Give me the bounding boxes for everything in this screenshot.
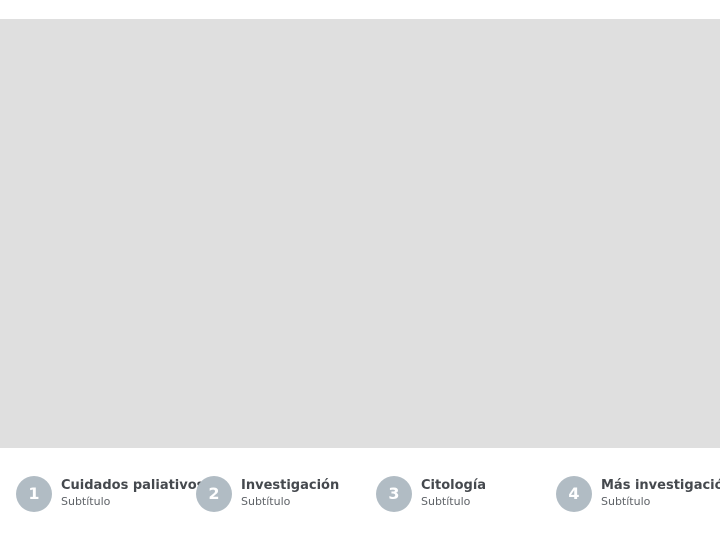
step-text: Cuidados paliativos Subtítulo xyxy=(61,478,204,509)
step-title: Cuidados paliativos xyxy=(61,478,205,493)
step-navigation: 1 Cuidados paliativos Subtítulo 2 Invest… xyxy=(0,448,720,540)
step-title: Más investigación xyxy=(601,478,720,493)
step-1[interactable]: 1 Cuidados paliativos Subtítulo xyxy=(16,476,204,512)
step-4[interactable]: 4 Más investigación Subtítulo xyxy=(556,476,720,512)
step-number-badge: 3 xyxy=(376,476,412,512)
step-3[interactable]: 3 Citología Subtítulo xyxy=(376,476,556,512)
step-title: Citología xyxy=(421,478,487,493)
step-subtitle: Subtítulo xyxy=(601,495,651,508)
hero-image-placeholder xyxy=(0,19,720,448)
step-subtitle: Subtítulo xyxy=(421,495,471,508)
step-number-badge: 4 xyxy=(556,476,592,512)
step-text: Citología Subtítulo xyxy=(421,478,486,509)
step-title: Investigación xyxy=(241,478,340,493)
step-text: Investigación Subtítulo xyxy=(241,478,339,509)
step-number-badge: 1 xyxy=(16,476,52,512)
step-text: Más investigación Subtítulo xyxy=(601,478,720,509)
step-subtitle: Subtítulo xyxy=(61,495,111,508)
step-2[interactable]: 2 Investigación Subtítulo xyxy=(196,476,376,512)
step-subtitle: Subtítulo xyxy=(241,495,291,508)
step-number-badge: 2 xyxy=(196,476,232,512)
